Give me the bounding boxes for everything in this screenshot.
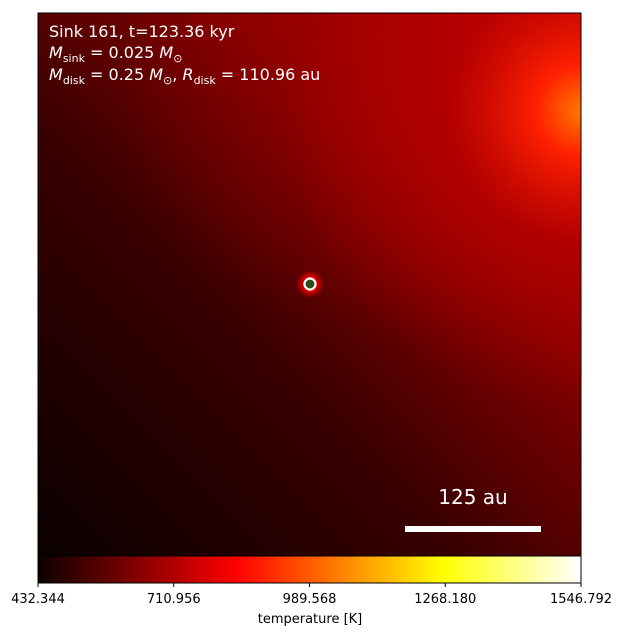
- colorbar-tick-label: 710.956: [147, 592, 201, 607]
- colorbar-tick-label: 989.568: [283, 592, 337, 607]
- annotation-line: Sink 161, t=123.36 kyr: [49, 22, 235, 41]
- colorbar-label: temperature [K]: [258, 612, 363, 627]
- colorbar-tick-label: 1546.792: [550, 592, 612, 607]
- colorbar-tick-label: 432.344: [11, 592, 65, 607]
- scale-bar-label: 125 au: [438, 485, 507, 509]
- colorbar-tick-label: 1268.180: [414, 592, 476, 607]
- colorbar: [37, 555, 582, 584]
- annotation-line: Mdisk = 0.25 M⊙, Rdisk = 110.96 au: [49, 65, 320, 87]
- sink-marker: [303, 277, 317, 291]
- annotation-line: Msink = 0.025 M⊙: [49, 43, 182, 65]
- temperature-map: [37, 12, 582, 557]
- scale-bar: [405, 526, 541, 532]
